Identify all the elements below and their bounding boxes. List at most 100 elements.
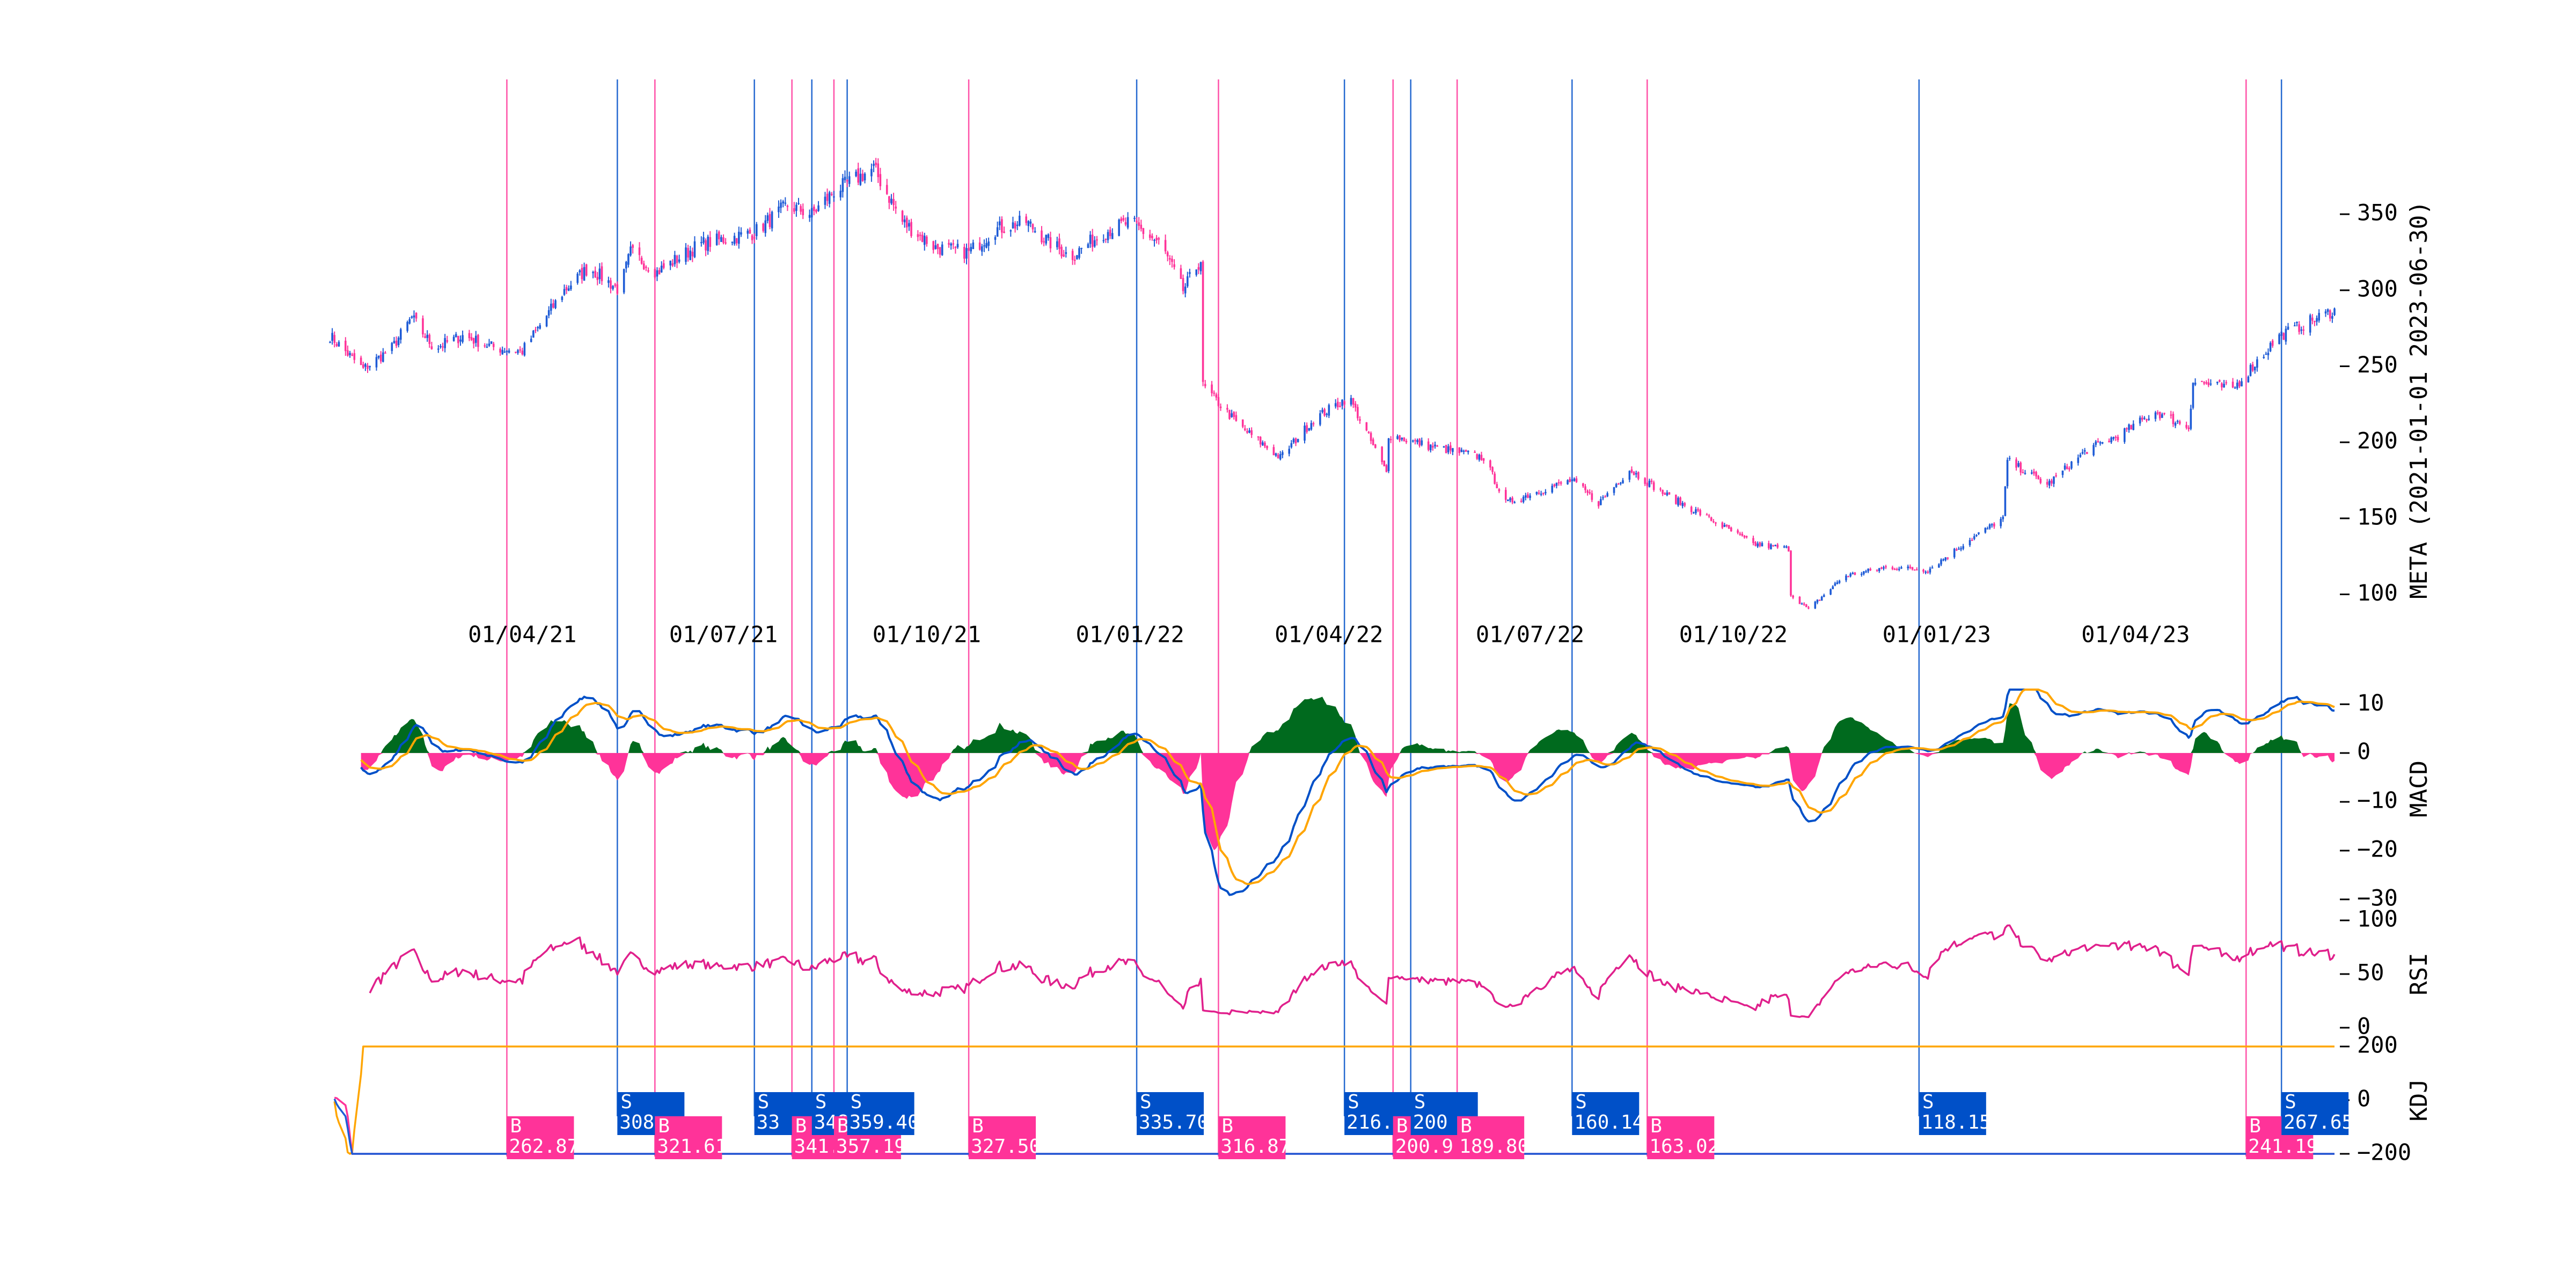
candle [2132,420,2135,430]
candle-body [892,199,895,206]
candle [844,170,846,183]
candle-body [1829,589,1832,595]
candle [384,351,386,354]
candle [428,333,431,348]
candle-body [1690,507,1693,513]
candle-body [2247,376,2250,383]
candle [2008,456,2011,461]
candle-body [1891,567,1894,569]
candle-body [1876,569,1878,571]
signal-price: 216. [1346,1111,1393,1133]
candle [2247,375,2250,383]
candle [702,231,705,245]
candle [2285,326,2287,345]
candle [1699,508,1701,517]
candle-body [1710,517,1713,521]
candle [598,263,601,284]
candle [1478,453,1481,462]
candle [2066,464,2068,470]
candle-body [1834,583,1836,586]
candle-body [384,352,386,354]
candle-body [778,206,780,213]
candle [369,365,371,371]
candle-body [1737,530,1739,533]
candle-body [1754,542,1757,546]
candle [426,330,428,342]
candle [2329,309,2331,321]
candle-body [1399,435,1401,441]
candle-body [1326,414,1328,415]
candle [718,230,720,245]
candle [994,235,997,245]
candle-body [939,247,941,255]
y-tick-label: 200 [2357,1032,2398,1058]
candle-body [1321,409,1323,413]
candle [521,347,524,356]
candle-body [2236,382,2238,389]
candle [567,285,570,291]
candle [1401,437,1403,442]
candle-body [1818,599,1821,601]
candle-body [2298,324,2300,332]
candle-body [1014,223,1016,229]
candle-body [585,264,588,276]
candle [508,348,510,354]
candle [1560,481,1562,486]
y-axis-title: MACD [2405,760,2433,817]
candle-body [614,284,617,286]
candle-body [367,365,369,369]
candle-body [408,319,411,324]
candle-body [1447,446,1450,452]
candle-body [488,343,491,346]
candle-body [1478,455,1481,460]
candle-body [901,210,904,222]
signal-type: S [758,1091,770,1113]
candle [1164,234,1167,254]
signal-type: S [851,1091,862,1113]
candle [1323,407,1326,417]
candle-body [848,176,851,184]
candle-body [2128,424,2130,430]
candle-body [379,354,382,362]
candle [537,326,539,332]
candle [1553,483,1556,488]
candle [740,227,742,237]
candle [1721,521,1724,529]
candle [1148,230,1151,240]
candle-body [1211,384,1213,393]
candle-body [762,223,764,231]
candle-body [1664,493,1666,495]
candle-body [437,348,440,350]
signal-price: 267.65 [2284,1111,2353,1133]
candle-body [472,338,475,344]
candle-body [2318,313,2320,321]
candle-body [1094,240,1096,247]
candle [824,192,826,209]
candle [1219,403,1222,411]
candle-body [1385,465,1388,472]
candle [2324,309,2327,317]
candle-body [2139,418,2141,424]
candle [2241,378,2243,387]
candle-body [797,203,800,204]
signal-type: S [1922,1091,1934,1113]
candle [2231,378,2234,389]
candle-body [1182,278,1184,291]
candle-body [2000,518,2002,526]
candle-body [1480,455,1483,460]
candle [1025,214,1027,226]
candle [996,221,999,237]
candle-body [2039,479,2042,483]
candle [1507,499,1509,501]
candle-body [349,353,351,355]
candle-body [1772,545,1774,546]
signal-type: B [972,1115,984,1137]
candle-body [1602,497,1604,499]
candle-body [2110,437,2112,443]
candle [1003,226,1005,233]
candle [1785,545,1788,548]
candle [583,262,586,281]
candle-body [1350,398,1352,405]
candle [1259,436,1262,448]
candle-body [1907,566,1909,569]
